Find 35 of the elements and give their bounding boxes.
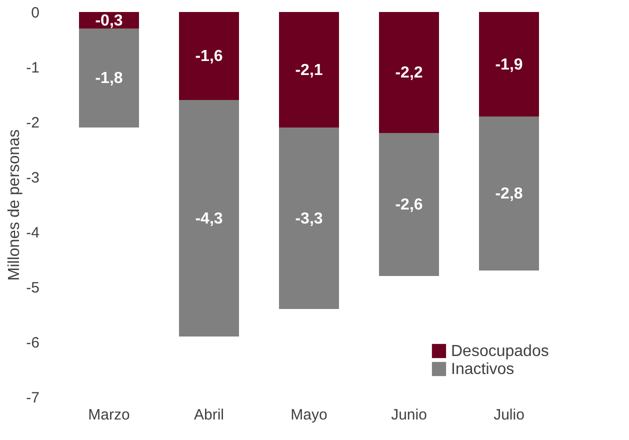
x-tick-label: Julio bbox=[494, 406, 524, 424]
data-label: -2,6 bbox=[395, 196, 423, 214]
y-axis-title: Millones de personas bbox=[6, 129, 24, 281]
data-label: -0,3 bbox=[95, 12, 123, 30]
y-tick-label: -3 bbox=[26, 170, 40, 186]
data-label: -2,2 bbox=[395, 64, 423, 82]
y-tick-label: -7 bbox=[26, 390, 40, 406]
bar bbox=[479, 116, 539, 270]
bar bbox=[379, 133, 439, 276]
y-tick-label: -2 bbox=[26, 114, 40, 132]
y-tick-label: -5 bbox=[26, 280, 40, 296]
legend-label: Desocupados bbox=[451, 343, 549, 360]
bar bbox=[279, 128, 339, 309]
x-tick-label: Abril bbox=[194, 406, 224, 424]
x-tick-label: Junio bbox=[391, 406, 427, 424]
data-label: -1,8 bbox=[95, 70, 123, 87]
bar bbox=[179, 12, 239, 100]
y-tick-label: -4 bbox=[26, 224, 40, 242]
y-tick-label: 0 bbox=[31, 4, 40, 22]
x-tick-label: Marzo bbox=[88, 406, 130, 424]
bar bbox=[79, 28, 139, 128]
data-label: -2,8 bbox=[495, 186, 523, 202]
y-tick-label: -6 bbox=[26, 334, 40, 352]
data-label: -2,1 bbox=[295, 62, 323, 79]
data-label: -1,9 bbox=[495, 56, 523, 74]
data-label: -1,6 bbox=[195, 48, 223, 65]
data-label: -4,3 bbox=[195, 210, 223, 228]
bar bbox=[479, 12, 539, 116]
bar bbox=[379, 12, 439, 133]
x-tick-label: Mayo bbox=[290, 406, 328, 424]
legend-label: Inactivos bbox=[451, 361, 514, 378]
bar bbox=[179, 100, 239, 336]
y-tick-label: -1 bbox=[26, 60, 40, 76]
bar bbox=[279, 12, 339, 128]
data-label: -3,3 bbox=[295, 210, 323, 228]
